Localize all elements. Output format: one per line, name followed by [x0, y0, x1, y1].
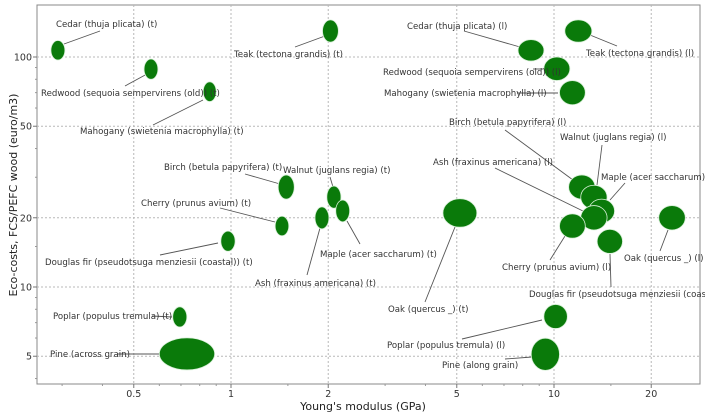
bubble-label: Pine (along grain) [442, 361, 518, 371]
bubble[interactable] [277, 174, 295, 200]
bubble[interactable] [658, 205, 686, 231]
leader-line [152, 99, 204, 126]
bubble-label: Poplar (populus tremula) (l) [387, 341, 505, 351]
leader-line [151, 315, 173, 318]
y-tick-label: 20 [20, 213, 32, 224]
leader-line [504, 356, 533, 360]
bubble[interactable] [530, 337, 560, 371]
bubble[interactable] [314, 206, 330, 230]
bubble-label: Mahogany (swietenia macrophylla) (l) [384, 89, 547, 99]
bubble-label: Teak (tectona grandis) (l) [585, 49, 694, 59]
bubble[interactable] [326, 185, 342, 209]
bubble[interactable] [158, 337, 216, 371]
bubble-label: Pine (across grain) [50, 350, 130, 360]
bubble-label: Cedar (thuja plicata) (t) [56, 20, 157, 30]
bubble[interactable] [172, 306, 188, 328]
bubble[interactable] [322, 19, 339, 43]
bubbles [50, 19, 686, 371]
bubble-label: Oak (quercus _) (l) [624, 254, 703, 264]
bubble-label: Ash (fraxinus americana) (l) [433, 158, 553, 168]
y-tick-label: 100 [14, 53, 32, 64]
bubble-label: Cherry (prunus avium) (t) [141, 199, 251, 209]
bubble[interactable] [143, 58, 159, 80]
x-tick-label: 10 [548, 389, 560, 400]
leader-line [159, 242, 219, 256]
leader-line [63, 30, 101, 45]
leader-line [346, 220, 361, 245]
bubble[interactable] [596, 229, 623, 254]
bubble[interactable] [442, 198, 478, 228]
leader-line [463, 30, 521, 48]
bubble[interactable] [274, 215, 290, 237]
leader-line [589, 34, 618, 47]
y-tick-label: 5 [26, 352, 32, 363]
bubble-label: Birch (betula papyrifera) (t) [164, 163, 282, 173]
leader-line [294, 35, 326, 48]
leader-line [461, 319, 543, 340]
bubble-label: Birch (betula papyrifera) (l) [449, 118, 566, 128]
leader-line [244, 173, 281, 185]
bubble[interactable] [50, 40, 66, 61]
x-tick-label: 20 [645, 389, 657, 400]
bubble-label: Redwood (sequoia sempervirens (old)) (l) [383, 68, 561, 78]
bubble-label: Douglas fir (pseudotsuga menziesii (coas… [45, 258, 253, 268]
bubble[interactable] [543, 56, 571, 81]
leader-line [494, 167, 586, 213]
bubble[interactable] [517, 39, 545, 62]
leader-line [124, 73, 148, 87]
x-tick-label: 2 [325, 389, 331, 400]
leader-line [609, 182, 626, 201]
y-axis: 5 10 20 50 100 [14, 53, 37, 380]
bubble-labels: Cedar (thuja plicata) (t) Teak (tectona g… [41, 20, 705, 371]
y-tick-label: 50 [20, 122, 32, 133]
leader-line [504, 129, 574, 181]
bubble[interactable] [559, 213, 586, 239]
leader-line [424, 226, 456, 303]
bubble-label: Walnut (juglans regia) (t) [283, 166, 390, 176]
bubble[interactable] [220, 230, 236, 252]
leader-line [306, 227, 321, 276]
bubble-label: Ash (fraxinus americana) (t) [255, 279, 376, 289]
y-tick-label: 10 [20, 283, 32, 294]
leader-line [219, 207, 276, 223]
bubble-label: Teak (tectona grandis) (t) [233, 50, 343, 60]
bubble-label: Redwood (sequoia sempervirens (old)) (t) [41, 89, 220, 99]
leader-line [596, 144, 603, 186]
x-axis: 0.5 1 2 5 10 20 [61, 384, 657, 400]
x-tick-label: 0.5 [126, 389, 141, 400]
bubble-label: Poplar (populus tremula) (t) [53, 312, 172, 322]
leader-line [329, 176, 334, 188]
bubble-label: Cedar (thuja plicata) (l) [407, 22, 507, 32]
leader-line [659, 229, 669, 252]
x-axis-title: Young's modulus (GPa) [299, 400, 426, 413]
bubble[interactable] [202, 81, 217, 102]
bubble[interactable] [564, 19, 593, 43]
leader-lines [63, 30, 669, 360]
bubble-label: Mahogany (swietenia macrophylla) (t) [80, 127, 244, 137]
bubble[interactable] [559, 80, 586, 106]
y-axis-title: Eco-costs, FCS/PEFC wood (euro/m3) [7, 94, 20, 297]
leader-line [549, 235, 566, 261]
bubble[interactable] [335, 199, 351, 223]
bubble-label: Cherry (prunus avium) (l) [502, 263, 611, 273]
x-tick-label: 1 [228, 389, 234, 400]
leader-line [609, 253, 612, 288]
bubble-label: Walnut (juglans regia) (l) [560, 133, 666, 143]
x-tick-label: 5 [454, 389, 460, 400]
bubble-label: Douglas fir (pseudotsuga menziesii (coas… [529, 290, 705, 300]
bubble-label: Maple (acer saccharum) (t) [320, 250, 437, 260]
bubble-label: Maple (acer saccharum) (l) [601, 173, 705, 183]
bubble-label: Oak (quercus _) (t) [388, 305, 468, 315]
bubble[interactable] [543, 304, 568, 329]
